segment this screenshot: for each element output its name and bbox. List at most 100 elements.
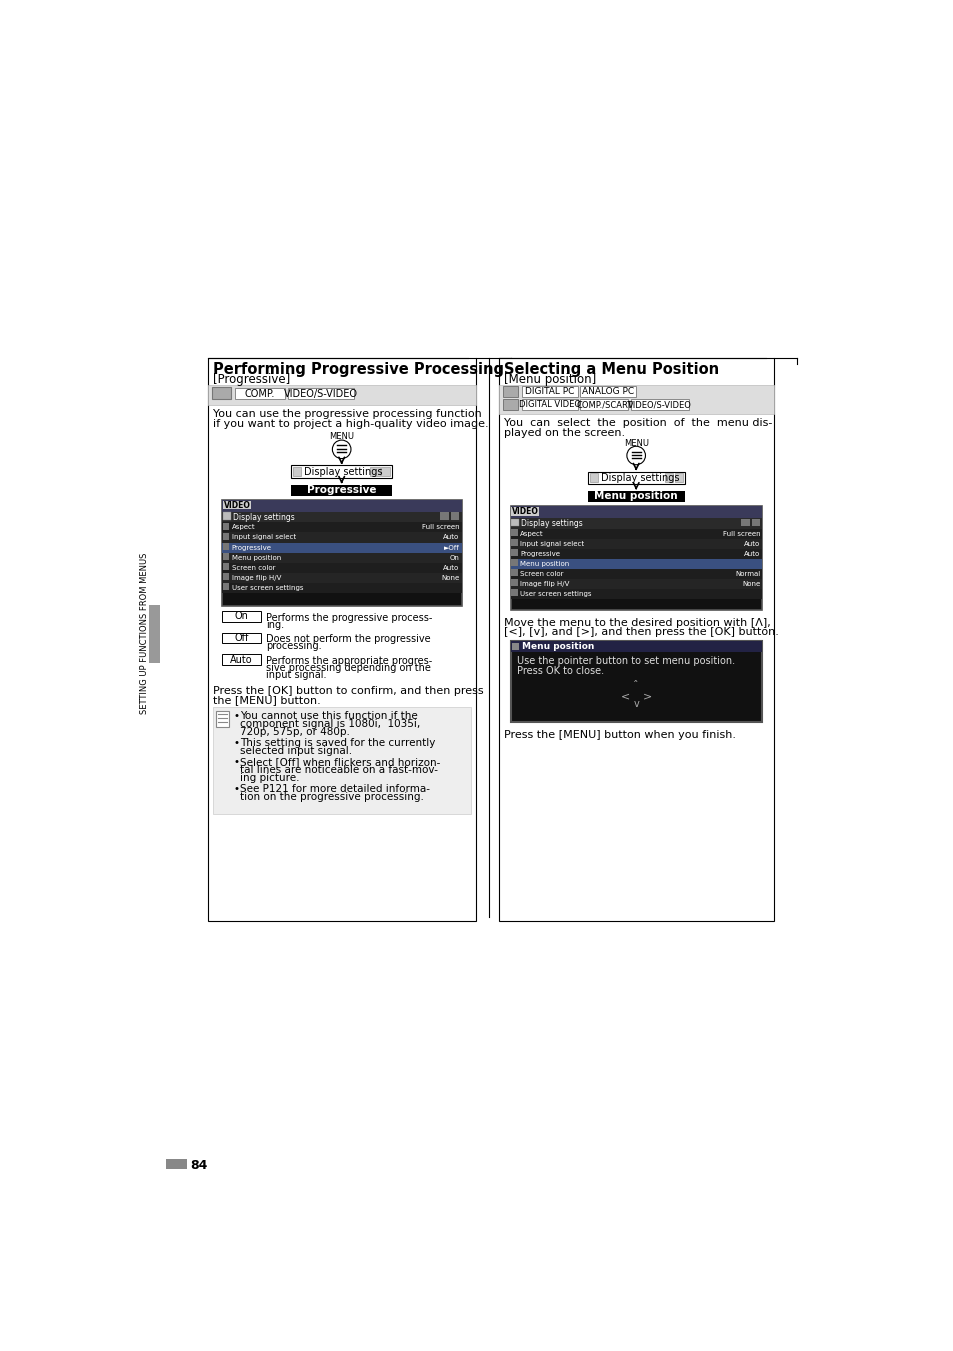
Text: Display settings: Display settings xyxy=(233,512,294,521)
Text: [Progressive]: [Progressive] xyxy=(213,373,290,386)
Text: played on the screen.: played on the screen. xyxy=(503,428,624,438)
FancyBboxPatch shape xyxy=(234,388,285,400)
Text: v: v xyxy=(633,700,639,709)
Text: None: None xyxy=(741,581,760,586)
Text: Full screen: Full screen xyxy=(721,531,760,536)
Text: None: None xyxy=(440,574,459,581)
FancyBboxPatch shape xyxy=(451,512,459,520)
FancyBboxPatch shape xyxy=(223,543,229,550)
FancyBboxPatch shape xyxy=(579,386,636,397)
Text: You  can  select  the  position  of  the  menu dis-: You can select the position of the menu … xyxy=(503,417,771,428)
FancyBboxPatch shape xyxy=(291,466,392,478)
FancyBboxPatch shape xyxy=(511,539,517,546)
Text: Performs the progressive process-: Performs the progressive process- xyxy=(266,612,432,623)
FancyBboxPatch shape xyxy=(511,589,517,596)
FancyBboxPatch shape xyxy=(511,519,518,527)
Circle shape xyxy=(332,440,351,458)
Text: SETTING UP FUNCTIONS FROM MENUS: SETTING UP FUNCTIONS FROM MENUS xyxy=(140,553,150,715)
Text: You cannot use this function if the: You cannot use this function if the xyxy=(240,711,417,721)
FancyBboxPatch shape xyxy=(381,467,390,476)
FancyBboxPatch shape xyxy=(222,543,461,553)
Text: User screen settings: User screen settings xyxy=(232,585,303,590)
FancyBboxPatch shape xyxy=(511,570,517,577)
Text: VIDEO/S-VIDEO: VIDEO/S-VIDEO xyxy=(627,400,691,409)
Circle shape xyxy=(626,446,645,465)
FancyBboxPatch shape xyxy=(510,549,761,559)
FancyBboxPatch shape xyxy=(223,584,229,590)
Text: Press the [OK] button to confirm, and then press: Press the [OK] button to confirm, and th… xyxy=(213,686,483,696)
FancyBboxPatch shape xyxy=(223,573,229,580)
Text: Auto: Auto xyxy=(443,535,459,540)
Text: Menu position: Menu position xyxy=(594,492,678,501)
Text: ►Off: ►Off xyxy=(443,544,459,550)
FancyBboxPatch shape xyxy=(222,553,461,562)
FancyBboxPatch shape xyxy=(223,501,251,509)
FancyBboxPatch shape xyxy=(511,580,517,586)
FancyBboxPatch shape xyxy=(521,386,578,397)
Text: Menu position: Menu position xyxy=(232,554,280,561)
Text: Display settings: Display settings xyxy=(304,466,382,477)
Text: ing picture.: ing picture. xyxy=(240,773,299,782)
FancyBboxPatch shape xyxy=(370,467,379,476)
Text: VIDEO: VIDEO xyxy=(512,507,538,516)
Text: Input signal select: Input signal select xyxy=(232,535,295,540)
FancyBboxPatch shape xyxy=(223,563,229,570)
Text: Progressive: Progressive xyxy=(519,551,559,557)
Text: VIDEO: VIDEO xyxy=(223,501,251,511)
Text: Performs the appropriate progres-: Performs the appropriate progres- xyxy=(266,655,432,666)
Text: COMP.: COMP. xyxy=(245,389,274,399)
Text: >: > xyxy=(641,692,651,701)
FancyBboxPatch shape xyxy=(439,512,449,520)
Text: COMP./SCART: COMP./SCART xyxy=(576,400,632,409)
FancyBboxPatch shape xyxy=(587,471,684,484)
Text: User screen settings: User screen settings xyxy=(519,590,591,597)
FancyBboxPatch shape xyxy=(510,507,761,517)
FancyBboxPatch shape xyxy=(510,507,761,611)
Text: Performing Progressive Processing: Performing Progressive Processing xyxy=(213,362,503,377)
Text: Off: Off xyxy=(234,634,249,643)
Text: Progressive: Progressive xyxy=(307,485,376,494)
FancyBboxPatch shape xyxy=(664,473,673,482)
FancyBboxPatch shape xyxy=(208,385,476,405)
Text: Normal: Normal xyxy=(734,570,760,577)
Text: input signal.: input signal. xyxy=(266,670,326,680)
FancyBboxPatch shape xyxy=(223,554,229,561)
Text: tion on the progressive processing.: tion on the progressive processing. xyxy=(240,792,423,802)
Text: Display settings: Display settings xyxy=(600,473,679,482)
Text: sive processing depending on the: sive processing depending on the xyxy=(266,662,430,673)
Text: Image flip H/V: Image flip H/V xyxy=(519,581,569,586)
FancyBboxPatch shape xyxy=(222,573,461,582)
FancyBboxPatch shape xyxy=(521,400,578,411)
Text: You can use the progressive processing function: You can use the progressive processing f… xyxy=(213,408,481,419)
FancyBboxPatch shape xyxy=(512,643,518,650)
FancyBboxPatch shape xyxy=(222,532,461,543)
FancyBboxPatch shape xyxy=(579,400,628,411)
Text: Auto: Auto xyxy=(743,540,760,547)
FancyBboxPatch shape xyxy=(510,569,761,578)
Text: DIGITAL PC: DIGITAL PC xyxy=(525,388,575,396)
Text: See P121 for more detailed informa-: See P121 for more detailed informa- xyxy=(240,785,430,794)
Text: MENU: MENU xyxy=(623,439,648,447)
Text: •: • xyxy=(233,711,239,721)
FancyBboxPatch shape xyxy=(510,642,761,651)
FancyBboxPatch shape xyxy=(208,358,476,920)
Text: [Menu position]: [Menu position] xyxy=(503,373,596,386)
FancyBboxPatch shape xyxy=(510,642,761,721)
Text: Move the menu to the desired position with [Λ],: Move the menu to the desired position wi… xyxy=(503,617,770,628)
Text: This setting is saved for the currently: This setting is saved for the currently xyxy=(240,738,436,748)
Text: Auto: Auto xyxy=(230,654,253,665)
Text: Menu position: Menu position xyxy=(521,642,594,651)
FancyBboxPatch shape xyxy=(510,517,761,528)
FancyBboxPatch shape xyxy=(511,530,517,536)
Text: Does not perform the progressive: Does not perform the progressive xyxy=(266,634,430,644)
Text: Full screen: Full screen xyxy=(421,524,459,531)
Text: selected input signal.: selected input signal. xyxy=(240,746,352,755)
FancyBboxPatch shape xyxy=(510,578,761,589)
FancyBboxPatch shape xyxy=(502,400,517,411)
FancyBboxPatch shape xyxy=(511,559,517,566)
FancyBboxPatch shape xyxy=(222,500,461,512)
FancyBboxPatch shape xyxy=(222,512,461,523)
Text: processing.: processing. xyxy=(266,642,321,651)
FancyBboxPatch shape xyxy=(288,388,354,400)
FancyBboxPatch shape xyxy=(291,485,392,496)
